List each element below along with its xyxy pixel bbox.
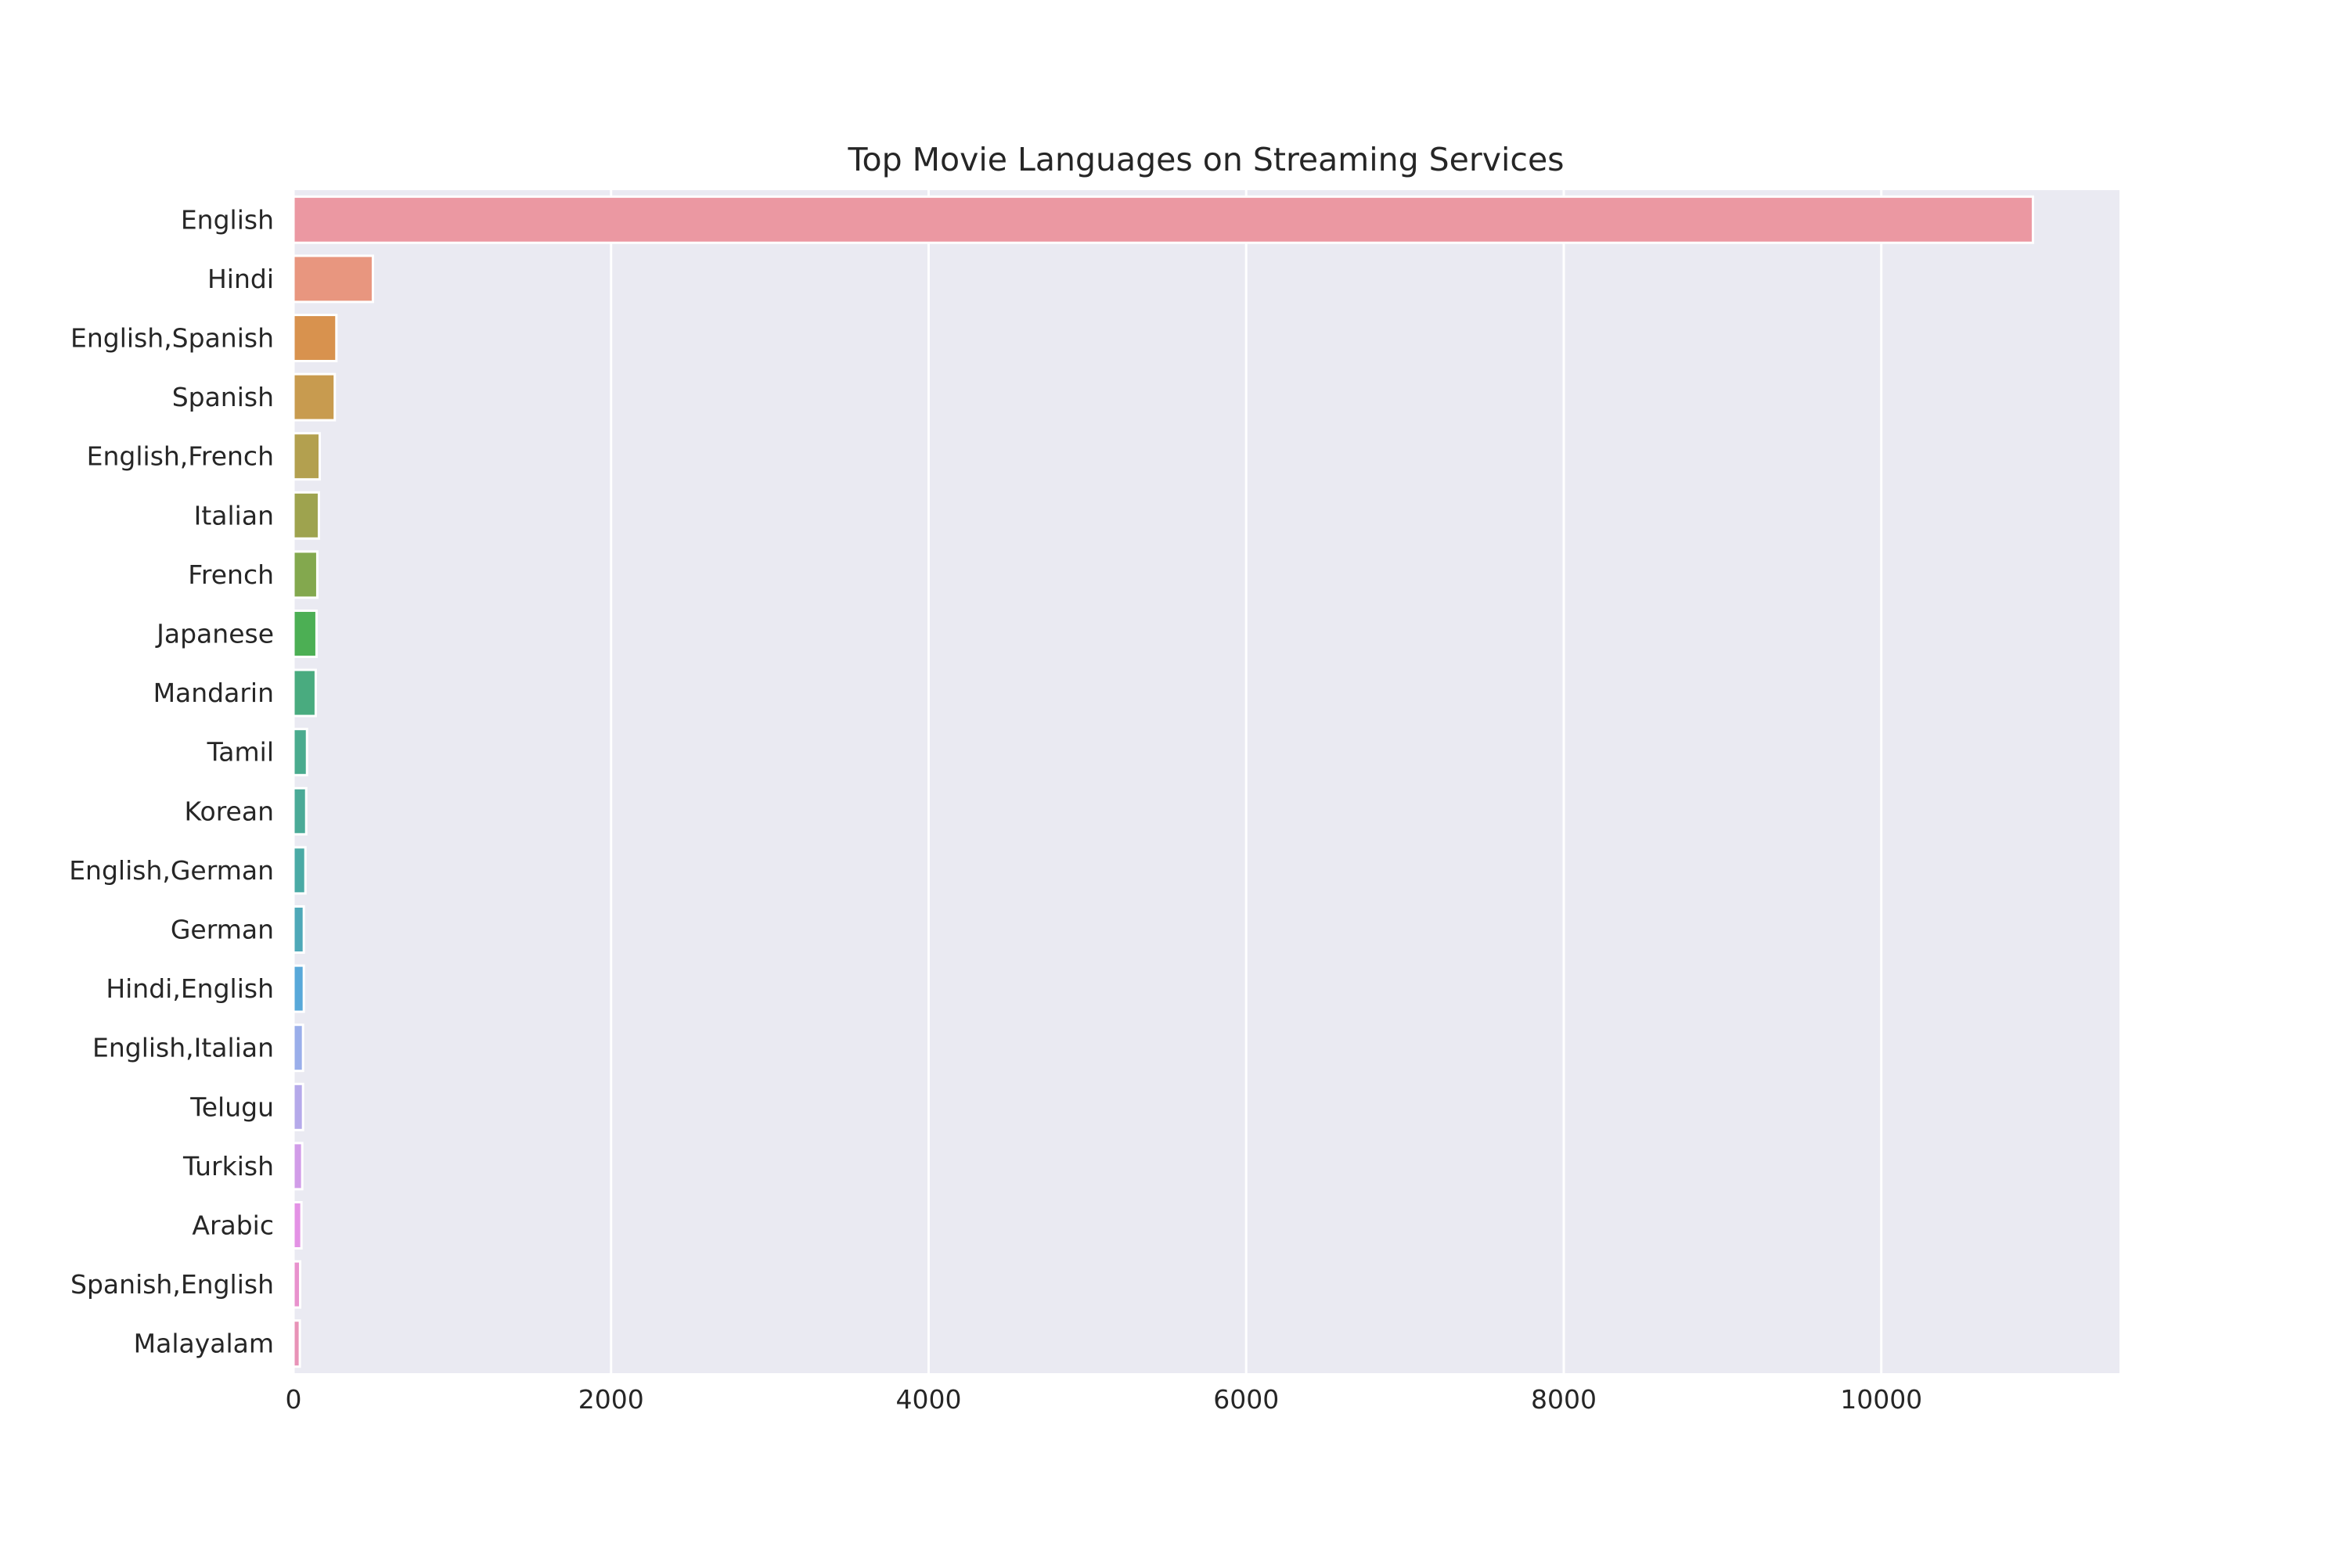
y-tick-label: Mandarin [153,678,274,708]
plot-background [294,190,2119,1373]
bar-english-german [292,846,307,895]
bar-spanish-english [292,1260,302,1309]
x-tick-label: 4000 [895,1384,961,1415]
y-tick-label: Arabic [192,1210,274,1241]
bar-spanish [292,372,337,422]
y-tick-label: English,German [69,855,274,886]
y-tick-label: English [181,204,274,235]
y-tick-label: English,Italian [92,1033,274,1063]
chart-title: Top Movie Languages on Streaming Service… [847,141,1564,178]
y-tick-label: Korean [185,796,274,826]
bar-english-french [292,432,321,481]
y-tick-label: Hindi,English [106,973,274,1004]
bar-italian [292,491,320,540]
bar-turkish [292,1142,304,1191]
y-tick-label: Hindi [207,264,274,294]
x-tick-labels: 0 2000 4000 6000 8000 10000 [286,1384,1923,1415]
bar-mandarin [292,668,317,717]
x-tick-label: 0 [286,1384,302,1415]
y-tick-label: French [188,559,274,590]
y-tick-label: Spanish [172,382,274,412]
bar-japanese [292,610,318,658]
bar-telugu [292,1082,304,1131]
bar-english-spanish [292,314,338,362]
y-tick-label: Spanish,English [70,1269,274,1300]
bar-german [292,905,305,954]
bar-tamil [292,728,308,777]
bar-hindi [292,254,374,304]
bars [292,195,2034,1368]
x-tick-label: 6000 [1213,1384,1279,1415]
y-tick-label: Telugu [189,1091,274,1122]
x-tick-label: 2000 [578,1384,644,1415]
y-tick-label: Japanese [155,619,274,649]
y-tick-label: Tamil [207,737,274,768]
y-tick-label: English,Spanish [70,323,274,354]
bar-malayalam [292,1319,301,1368]
x-tick-label: 10000 [1840,1384,1922,1415]
y-tick-label: Turkish [182,1151,274,1181]
x-tick-label: 8000 [1531,1384,1597,1415]
bar-korean [292,786,308,836]
y-tick-labels: English Hindi English,Spanish Spanish Englis… [69,204,274,1358]
bar-arabic [292,1201,303,1250]
bar-french [292,550,319,599]
bar-hindi-english [292,964,305,1013]
y-tick-label: Malayalam [134,1329,274,1359]
y-tick-label: English,French [87,441,274,472]
y-tick-label: Italian [194,500,274,530]
bar-english [292,195,2034,244]
bar-english-italian [292,1023,304,1073]
y-tick-label: German [171,915,274,945]
